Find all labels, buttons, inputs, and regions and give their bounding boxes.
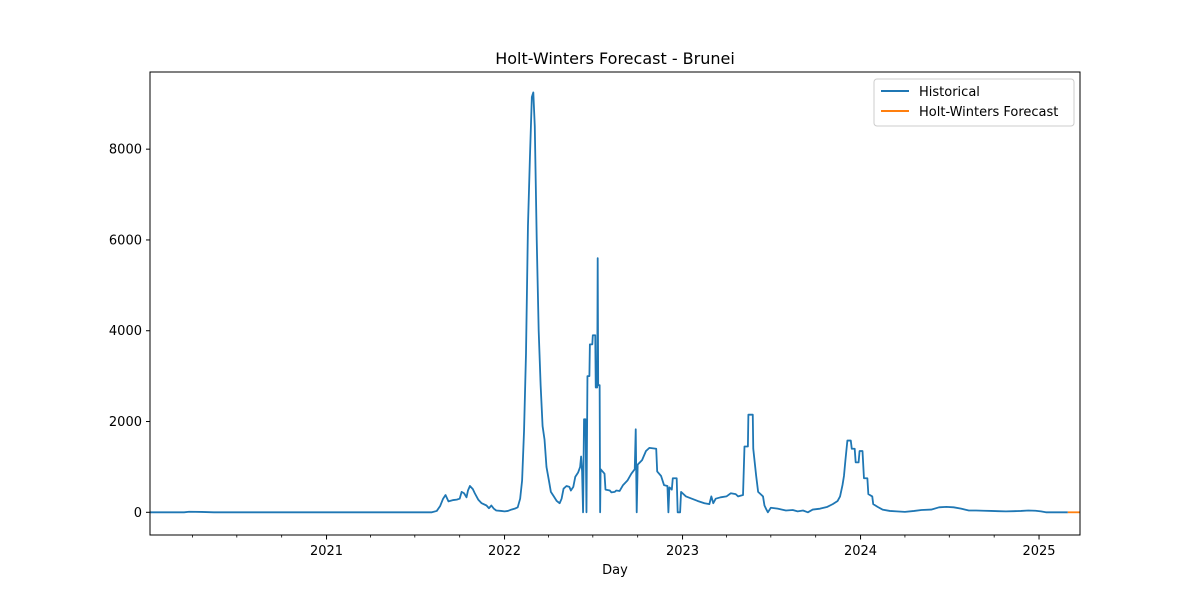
y-axis: 0 2000 4000 6000 8000 bbox=[109, 143, 150, 521]
y-tick-label: 8000 bbox=[109, 143, 142, 158]
x-tick-label: 2025 bbox=[1022, 544, 1055, 559]
legend-label-historical: Historical bbox=[919, 85, 980, 100]
chart-title: Holt-Winters Forecast - Brunei bbox=[495, 49, 735, 68]
legend: Historical Holt-Winters Forecast bbox=[873, 78, 1075, 127]
x-tick-label: 2023 bbox=[666, 544, 699, 559]
x-tick-label: 2022 bbox=[488, 544, 521, 559]
series-layer bbox=[150, 91, 1080, 514]
x-tick-label: 2021 bbox=[310, 544, 343, 559]
legend-label-forecast: Holt-Winters Forecast bbox=[919, 105, 1058, 120]
y-tick-label: 6000 bbox=[109, 233, 142, 248]
x-axis-label: Day bbox=[602, 563, 628, 578]
y-tick-label: 0 bbox=[134, 506, 142, 521]
x-tick-label: 2024 bbox=[844, 544, 877, 559]
series-line-historical bbox=[150, 91, 1068, 514]
x-axis: 2021 2022 2023 2024 2025 bbox=[192, 535, 1056, 559]
y-tick-label: 4000 bbox=[109, 324, 142, 339]
legend-frame bbox=[873, 78, 1075, 127]
plot-frame bbox=[149, 71, 1081, 536]
y-tick-label: 2000 bbox=[109, 415, 142, 430]
